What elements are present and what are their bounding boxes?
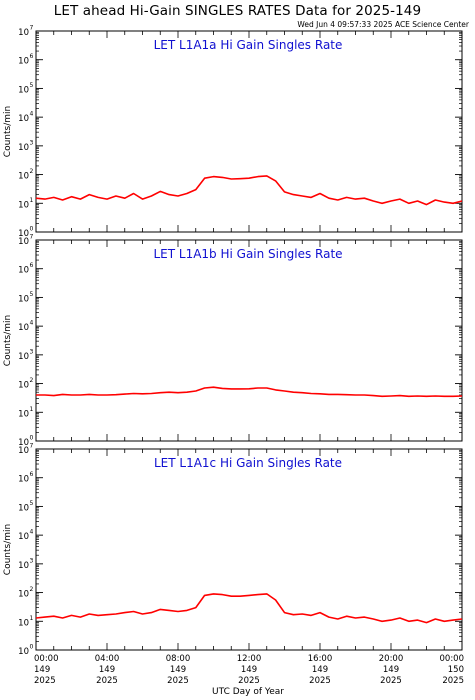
- y-tick-label: 10: [18, 409, 29, 419]
- y-tick-exponent: 7: [30, 234, 34, 241]
- x-tick-year: 2025: [309, 676, 331, 686]
- y-tick-exponent: 2: [30, 586, 34, 593]
- y-axis-label: Counts/min: [3, 106, 13, 157]
- y-tick-exponent: 7: [30, 25, 34, 32]
- y-tick-exponent: 3: [30, 139, 34, 146]
- y-tick-exponent: 0: [30, 435, 34, 442]
- y-tick-exponent: 4: [30, 529, 34, 536]
- y-tick-exponent: 6: [30, 262, 34, 269]
- x-tick-time: 08:00: [166, 654, 191, 664]
- x-tick-time: 00:00: [34, 654, 59, 664]
- y-tick-exponent: 1: [30, 406, 34, 413]
- y-tick-exponent: 6: [30, 471, 34, 478]
- x-tick-day: 150: [448, 665, 464, 675]
- y-tick-label: 10: [18, 647, 29, 657]
- x-tick-year: 2025: [167, 676, 189, 686]
- y-tick-exponent: 5: [30, 82, 34, 89]
- rate-series-line: [36, 386, 463, 398]
- y-tick-label: 10: [18, 266, 29, 276]
- panel-frame: [35, 239, 463, 442]
- y-tick-label: 10: [18, 618, 29, 628]
- x-tick-year: 2025: [380, 676, 402, 686]
- rate-series-line: [35, 593, 463, 624]
- x-tick-time: 20:00: [379, 654, 404, 664]
- y-tick-label: 10: [18, 381, 29, 391]
- panel-title: LET L1A1b Hi Gain Singles Rate: [153, 247, 342, 261]
- x-tick-day: 149: [34, 665, 50, 675]
- y-tick-label: 10: [18, 446, 29, 456]
- panel-frame: [35, 448, 463, 651]
- y-tick-label: 10: [18, 475, 29, 485]
- y-tick-exponent: 2: [30, 377, 34, 384]
- y-axis-label: Counts/min: [3, 524, 13, 575]
- panel-title: LET L1A1a Hi Gain Singles Rate: [154, 38, 343, 52]
- y-tick-exponent: 1: [30, 615, 34, 622]
- rate-series-line: [35, 175, 463, 206]
- y-tick-label: 10: [18, 57, 29, 67]
- generated-timestamp: Wed Jun 4 09:57:33 2025 ACE Science Cent…: [297, 20, 469, 29]
- y-tick-exponent: 2: [30, 168, 34, 175]
- y-tick-exponent: 4: [30, 320, 34, 327]
- x-tick-day: 149: [170, 665, 186, 675]
- y-tick-exponent: 6: [30, 53, 34, 60]
- x-tick-year: 2025: [34, 676, 56, 686]
- y-tick-exponent: 7: [30, 443, 34, 450]
- y-tick-exponent: 0: [30, 226, 34, 233]
- x-tick-year: 2025: [442, 676, 464, 686]
- y-tick-label: 10: [18, 114, 29, 124]
- x-tick-day: 149: [99, 665, 115, 675]
- x-tick-day: 149: [312, 665, 328, 675]
- x-tick-time: 16:00: [308, 654, 333, 664]
- y-tick-label: 10: [18, 352, 29, 362]
- y-tick-label: 10: [18, 532, 29, 542]
- x-tick-time: 12:00: [237, 654, 262, 664]
- y-tick-exponent: 5: [30, 291, 34, 298]
- x-tick-time: 00:00: [440, 654, 465, 664]
- x-tick-year: 2025: [96, 676, 118, 686]
- y-tick-label: 10: [18, 561, 29, 571]
- y-tick-exponent: 5: [30, 500, 34, 507]
- y-tick-label: 10: [18, 323, 29, 333]
- panel-frame: [35, 30, 463, 233]
- y-tick-label: 10: [18, 200, 29, 210]
- x-tick-day: 149: [241, 665, 257, 675]
- y-tick-label: 10: [18, 503, 29, 513]
- x-tick-day: 149: [383, 665, 399, 675]
- y-axis-label: Counts/min: [3, 315, 13, 366]
- y-tick-exponent: 4: [30, 111, 34, 118]
- page-title: LET ahead Hi-Gain SINGLES RATES Data for…: [53, 3, 422, 19]
- y-tick-exponent: 0: [30, 644, 34, 651]
- y-tick-label: 10: [18, 229, 29, 239]
- y-tick-label: 10: [18, 237, 29, 247]
- panel-title: LET L1A1c Hi Gain Singles Rate: [154, 456, 342, 470]
- y-tick-label: 10: [18, 590, 29, 600]
- y-tick-label: 10: [18, 172, 29, 182]
- y-tick-exponent: 3: [30, 348, 34, 355]
- y-tick-exponent: 1: [30, 197, 34, 204]
- x-tick-year: 2025: [238, 676, 260, 686]
- y-tick-label: 10: [18, 143, 29, 153]
- x-tick-time: 04:00: [95, 654, 120, 664]
- x-axis-label: UTC Day of Year: [212, 687, 284, 697]
- y-tick-label: 10: [18, 28, 29, 38]
- y-tick-label: 10: [18, 438, 29, 448]
- y-tick-exponent: 3: [30, 557, 34, 564]
- y-tick-label: 10: [18, 294, 29, 304]
- y-tick-label: 10: [18, 85, 29, 95]
